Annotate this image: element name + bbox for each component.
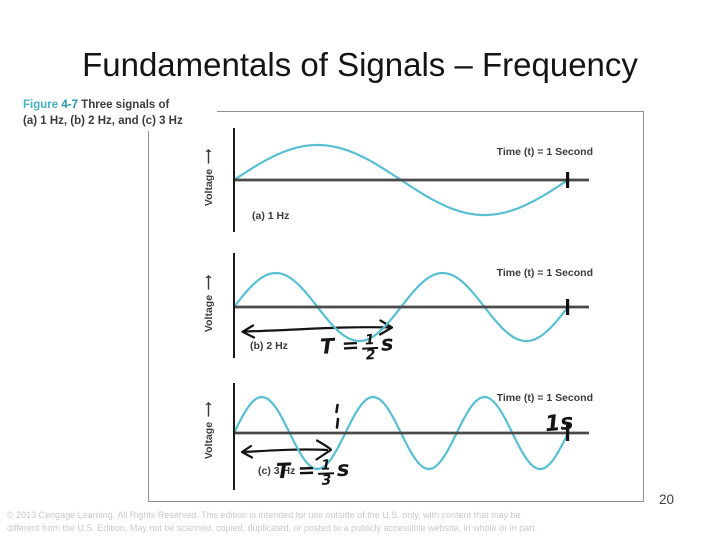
hw-c-unit: s	[336, 456, 350, 482]
period-arrow-b	[241, 319, 394, 339]
plot-label-a: (a) 1 Hz	[252, 210, 290, 222]
voltage-label-text-a: Voltage	[203, 168, 215, 207]
voltage-axis-label-a: Voltage ⟶	[203, 123, 215, 233]
hw-b-denominator: 2	[365, 347, 376, 364]
hw-b-unit: s	[380, 331, 395, 356]
axis-arrow-icon-b: ⟶	[203, 275, 215, 290]
copyright-notice: © 2013 Cengage Learning. All Rights Rese…	[7, 509, 647, 535]
time-label-b: Time (t) = 1 Second	[496, 267, 593, 279]
axis-arrow-icon-c: ⟶	[203, 402, 215, 417]
figure-caption-line1: Figure 4-7 Three signals of	[23, 97, 217, 113]
time-label-a: Time (t) = 1 Second	[496, 146, 593, 158]
one-second-tick-c	[566, 425, 570, 441]
copyright-line2: different from the U.S. Edition. May not…	[7, 523, 538, 533]
handwritten-period-b: T = 1 2 s	[319, 330, 395, 364]
handwritten-one-second-c: 1s	[543, 409, 575, 438]
figure-caption: Figure 4-7 Three signals of (a) 1 Hz, (b…	[23, 97, 217, 131]
handwritten-period-c: T = 1 3 s	[275, 456, 350, 489]
voltage-axis-label-c: Voltage ⟶	[203, 376, 215, 486]
figure-frame	[148, 111, 644, 502]
cycle-end-dash-c	[335, 403, 340, 429]
page-number: 20	[659, 492, 675, 507]
figure-caption-number: 4-7	[61, 99, 78, 111]
voltage-label-text-b: Voltage	[203, 294, 215, 333]
copyright-line1: © 2013 Cengage Learning. All Rights Rese…	[7, 510, 521, 520]
time-label-c: Time (t) = 1 Second	[496, 392, 593, 404]
figure-caption-word: Figure	[23, 99, 59, 111]
hw-b-prefix: T =	[319, 332, 360, 359]
figure-caption-text: Three signals of	[81, 99, 170, 111]
plot-label-b: (b) 2 Hz	[250, 340, 288, 352]
axis-arrow-icon-a: ⟶	[203, 149, 215, 164]
figure-caption-line2: (a) 1 Hz, (b) 2 Hz, and (c) 3 Hz	[23, 115, 183, 127]
one-second-tick-b	[566, 299, 570, 315]
voltage-label-text-c: Voltage	[203, 421, 215, 460]
hw-c-prefix: T =	[275, 457, 316, 484]
period-arrow-c	[240, 439, 333, 461]
slide-title: Fundamentals of Signals – Frequency	[82, 46, 638, 83]
voltage-axis-label-b: Voltage ⟶	[203, 249, 215, 359]
one-second-tick-a	[566, 172, 570, 188]
plot-label-c: (c) 3 Hz	[258, 465, 296, 477]
hw-c-denominator: 3	[321, 472, 332, 489]
